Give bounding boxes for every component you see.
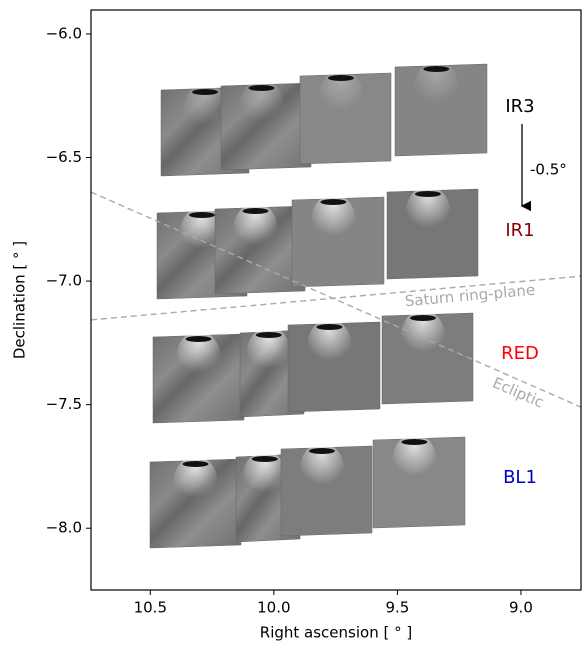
tile-planet [308,448,335,454]
line-label: Saturn ring-plane [404,281,536,311]
plot-frame [90,9,582,591]
y-tick-label: −6.0 [46,24,82,42]
x-axis-label: Right ascension [ ° ] [260,624,412,642]
offset-label: -0.5° [530,161,567,179]
tile-planet [182,461,209,467]
tile-glow [239,80,284,132]
tile-glow [299,443,344,495]
tile-glow [392,434,437,486]
tile-glow [405,186,450,238]
plot-area: 10.5 10.0 9.5 9.0 −6.0 −6.5 −7.0 −7.5 −8.0 Saturn… [46,24,582,617]
tile-glow [414,61,459,113]
tile-planet [327,75,354,81]
tile-glow [307,319,352,371]
tile-glow [318,70,363,122]
tile-planet [414,191,441,197]
tile-planet [248,85,275,91]
y-axis-label: Declination [ ° ] [11,241,29,359]
tile-planet [423,66,450,72]
x-tick-label: 10.5 [134,599,167,617]
tile-planet [242,208,269,214]
line-label: Ecliptic [490,374,547,412]
tile-planet [189,212,215,218]
x-tick-label: 9.0 [509,599,533,617]
tile-planet [320,199,347,205]
tile-planet [409,315,436,321]
filter-label: BL1 [503,467,537,488]
filter-label: IR3 [505,96,534,117]
y-tick-label: −6.5 [46,148,82,166]
image-tiles [149,61,488,549]
y-tick-label: −8.0 [46,519,82,537]
tile-glow [173,456,218,508]
filter-label: RED [501,343,539,364]
y-tick-label: −7.0 [46,272,82,290]
x-tick-label: 10.0 [257,599,290,617]
tile-planet [316,324,343,330]
filter-label: IR1 [505,220,534,241]
tile-glow [242,451,287,503]
tile-planet [255,332,282,338]
y-tick-label: −7.5 [46,395,82,413]
tile-planet [401,439,428,445]
tile-glow [246,327,291,379]
x-tick-label: 9.5 [385,599,409,617]
reference-line [90,275,582,321]
tile-planet [251,456,278,462]
tile-planet [192,89,218,95]
tile-glow [233,203,278,255]
tile-glow [311,194,356,246]
reference-line [90,191,582,408]
tile-glow [400,310,445,362]
tile-glow [176,331,221,383]
tile-glow [183,84,227,136]
tile-planet [185,336,212,342]
